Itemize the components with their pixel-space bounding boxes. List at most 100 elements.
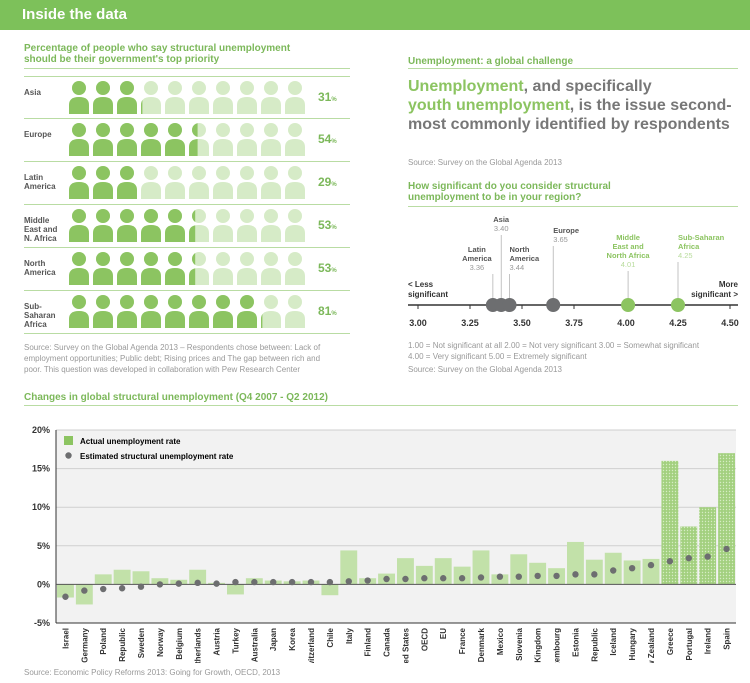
bar-chart-xtick-label: Denmark bbox=[477, 627, 486, 662]
person-icon bbox=[189, 81, 209, 114]
structural-dot bbox=[175, 580, 182, 587]
person-icon bbox=[261, 123, 281, 156]
pictogram-row-percent: 81% bbox=[318, 304, 337, 318]
person-icon bbox=[141, 252, 161, 285]
person-icon bbox=[237, 209, 257, 242]
bar-chart-xtick-label: Norway bbox=[156, 627, 165, 656]
person-icon bbox=[237, 166, 257, 199]
bar-chart-xtick-label: Sweden bbox=[137, 628, 146, 658]
person-icon bbox=[237, 123, 257, 156]
legend-structural-dot bbox=[65, 452, 72, 459]
person-icon bbox=[261, 81, 281, 114]
scale-point-name: Asia bbox=[493, 215, 510, 224]
bar-chart-ytick-label: 10% bbox=[32, 502, 50, 512]
structural-dot bbox=[534, 572, 541, 580]
scale-note-line1: 1.00 = Not significant at all 2.00 = Not… bbox=[408, 341, 700, 350]
bar-chart-source: Source: Economic Policy Reforms 2013: Go… bbox=[24, 668, 281, 677]
person-icon bbox=[261, 166, 281, 199]
person-icon bbox=[189, 295, 209, 328]
person-icon bbox=[237, 81, 257, 114]
bar-chart-xtick-label: Portugal bbox=[685, 628, 694, 660]
structural-dot bbox=[666, 558, 674, 565]
structural-dot bbox=[118, 585, 126, 592]
scale-point-value: 3.40 bbox=[494, 224, 509, 233]
bar-chart-xtick-label: Ireland bbox=[704, 628, 713, 654]
bar-chart-xtick-label: Luxembourg bbox=[553, 628, 562, 663]
person-icon bbox=[165, 295, 185, 328]
legend-structural-label: Estimated structural unemployment rate bbox=[80, 452, 234, 461]
person-icon bbox=[213, 81, 233, 114]
bar-chart-ytick-label: -5% bbox=[34, 618, 50, 628]
person-icon bbox=[165, 209, 185, 242]
bar-chart-xtick-label: Germany bbox=[80, 627, 89, 662]
person-icon bbox=[69, 209, 89, 242]
header-bar: Inside the data bbox=[0, 0, 750, 30]
pictogram-row-label: Middle East and N. Africa bbox=[24, 216, 58, 243]
pictogram-row-divider bbox=[24, 290, 350, 291]
structural-dot bbox=[515, 573, 522, 580]
bar-chart-xtick-label: Austria bbox=[213, 627, 222, 655]
bar-chart-xtick-label: Netherlands bbox=[194, 627, 203, 663]
person-icon bbox=[165, 252, 185, 285]
structural-dot bbox=[137, 583, 145, 590]
person-icon bbox=[69, 166, 89, 199]
bar-czech-republic bbox=[113, 569, 131, 585]
structural-dot bbox=[81, 587, 88, 594]
person-icon bbox=[285, 81, 305, 114]
structural-dot bbox=[213, 580, 220, 587]
bar-chart-xtick-label: Korea bbox=[288, 627, 297, 650]
pictogram-source-line1: Source: Survey on the Global Agenda 2013… bbox=[24, 343, 321, 352]
person-icon bbox=[189, 123, 209, 156]
structural-dot bbox=[704, 553, 711, 560]
pictogram-title-rule bbox=[24, 68, 350, 69]
person-icon bbox=[93, 81, 113, 114]
scale-note-line2: 4.00 = Very significant 5.00 = Extremely… bbox=[408, 352, 587, 361]
bar-chart-xtick-label: Greece bbox=[666, 627, 675, 655]
structural-dot bbox=[572, 571, 579, 578]
person-icon bbox=[165, 81, 185, 114]
pictogram-row-label: Europe bbox=[24, 130, 52, 139]
structural-dot bbox=[402, 575, 409, 583]
scale-source: Source: Survey on the Global Agenda 2013 bbox=[408, 365, 562, 374]
person-icon bbox=[213, 166, 233, 199]
person-icon bbox=[285, 209, 305, 242]
person-icon bbox=[237, 295, 257, 328]
scale-point-name: Europe bbox=[553, 226, 579, 235]
scale-left-label: < Less bbox=[408, 280, 434, 289]
headline-rest: , is the issue second-most commonly iden… bbox=[408, 97, 732, 133]
bar-chart-xtick-label: EU bbox=[439, 628, 448, 639]
bar-denmark bbox=[472, 550, 490, 585]
bar-netherlands bbox=[189, 569, 207, 585]
scale-point-name: Middle bbox=[616, 233, 640, 242]
structural-dot bbox=[458, 575, 466, 582]
structural-dot bbox=[383, 575, 390, 583]
bar-chile bbox=[321, 584, 339, 596]
structural-dot bbox=[194, 579, 201, 587]
headline-unemployment: Unemployment bbox=[408, 78, 524, 95]
pictogram-title-line2: should be their government's top priorit… bbox=[24, 54, 220, 65]
bar-chart-xtick-label: France bbox=[458, 627, 467, 654]
structural-dot bbox=[307, 578, 315, 586]
scale-tick-label: 3.75 bbox=[565, 318, 583, 328]
pictogram-row-divider bbox=[24, 118, 350, 119]
scale-point-name: Africa bbox=[678, 242, 700, 251]
scale-left-label: significant bbox=[408, 290, 448, 299]
scale-tick-label: 3.00 bbox=[409, 318, 427, 328]
scale-point-marker bbox=[546, 298, 561, 312]
bar-chart-xtick-label: Spain bbox=[723, 628, 732, 650]
structural-dot bbox=[421, 575, 428, 582]
legend-actual-label: Actual unemployment rate bbox=[80, 437, 181, 446]
scale-point-name: East and bbox=[612, 242, 644, 251]
scale-point-name: America bbox=[510, 254, 540, 263]
significance-question: How significant do you consider structur… bbox=[408, 181, 611, 203]
person-icon bbox=[141, 166, 161, 199]
person-icon bbox=[93, 166, 113, 199]
structural-dot bbox=[496, 573, 504, 580]
pictogram-row-percent: 31% bbox=[318, 90, 337, 104]
person-icon bbox=[285, 166, 305, 199]
person-icon bbox=[285, 123, 305, 156]
pictogram-row-people bbox=[69, 209, 305, 242]
headline-specifically: , and specifically bbox=[523, 78, 652, 95]
structural-dot bbox=[156, 581, 164, 588]
structural-unemployment-bar-chart: 20% 15% 10% 5% 0% -5% Israel Germany Poland Czech… bbox=[32, 425, 736, 663]
